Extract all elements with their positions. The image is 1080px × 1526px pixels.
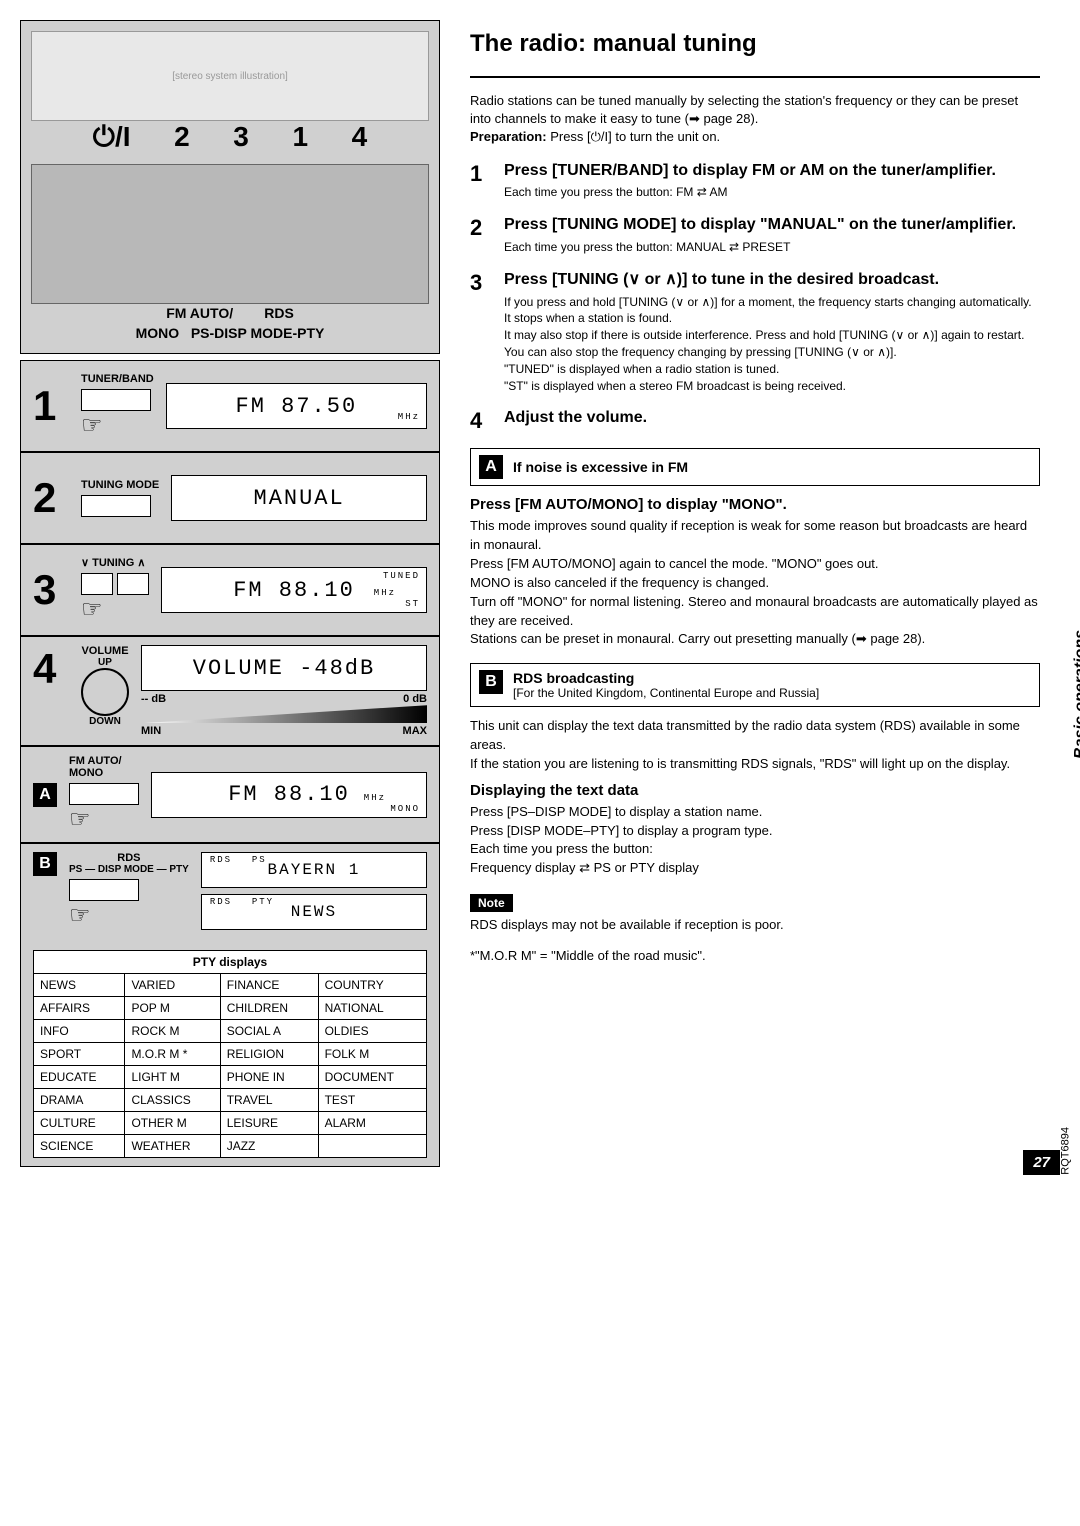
pty-cell: WEATHER bbox=[125, 1135, 220, 1158]
disp-heading: Displaying the text data bbox=[470, 782, 1040, 799]
lcd-4: VOLUME -48dB bbox=[141, 645, 427, 691]
pty-cell bbox=[318, 1135, 426, 1158]
note-body: RDS displays may not be available if rec… bbox=[470, 916, 1040, 935]
pty-cell: VARIED bbox=[125, 974, 220, 997]
pty-cell: OLDIES bbox=[318, 1020, 426, 1043]
pty-cell: COUNTRY bbox=[318, 974, 426, 997]
rds-body: This unit can display the text data tran… bbox=[470, 717, 1040, 774]
instruction-3: 3 Press [TUNING (∨ or ∧)] to tune in the… bbox=[470, 270, 1040, 395]
pty-cell: JAZZ bbox=[220, 1135, 318, 1158]
pty-cell: OTHER M bbox=[125, 1112, 220, 1135]
pty-cell: NEWS bbox=[34, 974, 125, 997]
page-number: 27 bbox=[1023, 1150, 1060, 1175]
pty-cell: RELIGION bbox=[220, 1043, 318, 1066]
pty-cell: DOCUMENT bbox=[318, 1066, 426, 1089]
pty-cell: CULTURE bbox=[34, 1112, 125, 1135]
footnote: *"M.O.R M" = "Middle of the road music". bbox=[470, 947, 1040, 966]
callout-numbers: ⏻/I 2 3 1 4 bbox=[31, 121, 429, 154]
pty-cell: ROCK M bbox=[125, 1020, 220, 1043]
note-label: Note bbox=[470, 894, 513, 912]
lcd-b1: RDS PS BAYERN 1 bbox=[201, 852, 427, 888]
instruction-1: 1 Press [TUNER/BAND] to display FM or AM… bbox=[470, 161, 1040, 202]
pty-cell: M.O.R M * bbox=[125, 1043, 220, 1066]
left-column: [stereo system illustration] ⏻/I 2 3 1 4… bbox=[20, 20, 440, 1167]
mono-body: This mode improves sound quality if rece… bbox=[470, 517, 1040, 649]
pty-cell: SPORT bbox=[34, 1043, 125, 1066]
pty-cell: FINANCE bbox=[220, 974, 318, 997]
pty-cell: EDUCATE bbox=[34, 1066, 125, 1089]
volume-scale-bar bbox=[141, 705, 427, 723]
stereo-illustration: [stereo system illustration] bbox=[31, 31, 429, 121]
hand-icon: ☞ bbox=[69, 901, 189, 930]
doc-code: RQT6894 bbox=[1060, 1127, 1072, 1175]
pty-cell: SCIENCE bbox=[34, 1135, 125, 1158]
step-b: B RDS PS — DISP MODE — PTY ☞ RDS PS BAYE… bbox=[20, 843, 440, 1167]
page-title: The radio: manual tuning bbox=[470, 30, 1040, 58]
intro-text: Radio stations can be tuned manually by … bbox=[470, 92, 1040, 147]
volume-knob bbox=[81, 668, 129, 716]
step-1: 1 TUNER/BAND ☞ FM 87.50 MHz bbox=[20, 360, 440, 452]
pty-cell: ALARM bbox=[318, 1112, 426, 1135]
lcd-1: FM 87.50 MHz bbox=[166, 383, 427, 429]
pty-cell: LEISURE bbox=[220, 1112, 318, 1135]
disp-body: Press [PS–DISP MODE] to display a statio… bbox=[470, 803, 1040, 878]
pty-cell: CHILDREN bbox=[220, 997, 318, 1020]
instruction-4: 4 Adjust the volume. bbox=[470, 408, 1040, 434]
section-a-box: A If noise is excessive in FM bbox=[470, 448, 1040, 486]
step-4: 4 VOLUME UP DOWN VOLUME -48dB -- dB0 dB … bbox=[20, 636, 440, 746]
right-column: The radio: manual tuning Radio stations … bbox=[460, 20, 1040, 1167]
pty-cell: PHONE IN bbox=[220, 1066, 318, 1089]
hand-icon: ☞ bbox=[81, 595, 149, 624]
pty-cell: DRAMA bbox=[34, 1089, 125, 1112]
pty-cell: SOCIAL A bbox=[220, 1020, 318, 1043]
power-label: ⏻/I bbox=[93, 121, 131, 154]
side-tab: Basic operations bbox=[1072, 630, 1080, 759]
lcd-2: MANUAL bbox=[171, 475, 427, 521]
step-2: 2 TUNING MODE MANUAL bbox=[20, 452, 440, 544]
fm-auto-mono-button bbox=[69, 783, 139, 805]
pty-cell: CLASSICS bbox=[125, 1089, 220, 1112]
hand-icon: ☞ bbox=[69, 805, 139, 834]
step-3: 3 ∨ TUNING ∧ ☞ FM 88.10 TUNED ST MHz bbox=[20, 544, 440, 636]
lcd-b2: RDS PTY NEWS bbox=[201, 894, 427, 930]
instruction-2: 2 Press [TUNING MODE] to display "MANUAL… bbox=[470, 215, 1040, 256]
tuner-band-button bbox=[81, 389, 151, 411]
step-a: A FM AUTO/ MONO ☞ FM 88.10 MONO MHz bbox=[20, 746, 440, 843]
button-labels: FM AUTO/ RDS MONO PS-DISP MODE-PTY bbox=[31, 304, 429, 343]
pty-cell: INFO bbox=[34, 1020, 125, 1043]
lcd-3: FM 88.10 TUNED ST MHz bbox=[161, 567, 427, 613]
pty-cell: AFFAIRS bbox=[34, 997, 125, 1020]
pty-cell: FOLK M bbox=[318, 1043, 426, 1066]
pty-cell: NATIONAL bbox=[318, 997, 426, 1020]
pty-cell: LIGHT M bbox=[125, 1066, 220, 1089]
pty-cell: TRAVEL bbox=[220, 1089, 318, 1112]
rds-disp-button bbox=[69, 879, 139, 901]
receiver-illustration bbox=[31, 164, 429, 304]
receiver-diagram-box: [stereo system illustration] ⏻/I 2 3 1 4… bbox=[20, 20, 440, 354]
tuning-up-button bbox=[117, 573, 149, 595]
pty-cell: POP M bbox=[125, 997, 220, 1020]
section-b-box: B RDS broadcasting [For the United Kingd… bbox=[470, 663, 1040, 707]
lcd-a: FM 88.10 MONO MHz bbox=[151, 772, 427, 818]
tuning-mode-button bbox=[81, 495, 151, 517]
tuning-down-button bbox=[81, 573, 113, 595]
pty-table: PTY displays NEWSVARIEDFINANCECOUNTRYAFF… bbox=[33, 950, 427, 1158]
mono-heading: Press [FM AUTO/MONO] to display "MONO". bbox=[470, 496, 1040, 513]
pty-cell: TEST bbox=[318, 1089, 426, 1112]
hand-icon: ☞ bbox=[81, 411, 154, 440]
